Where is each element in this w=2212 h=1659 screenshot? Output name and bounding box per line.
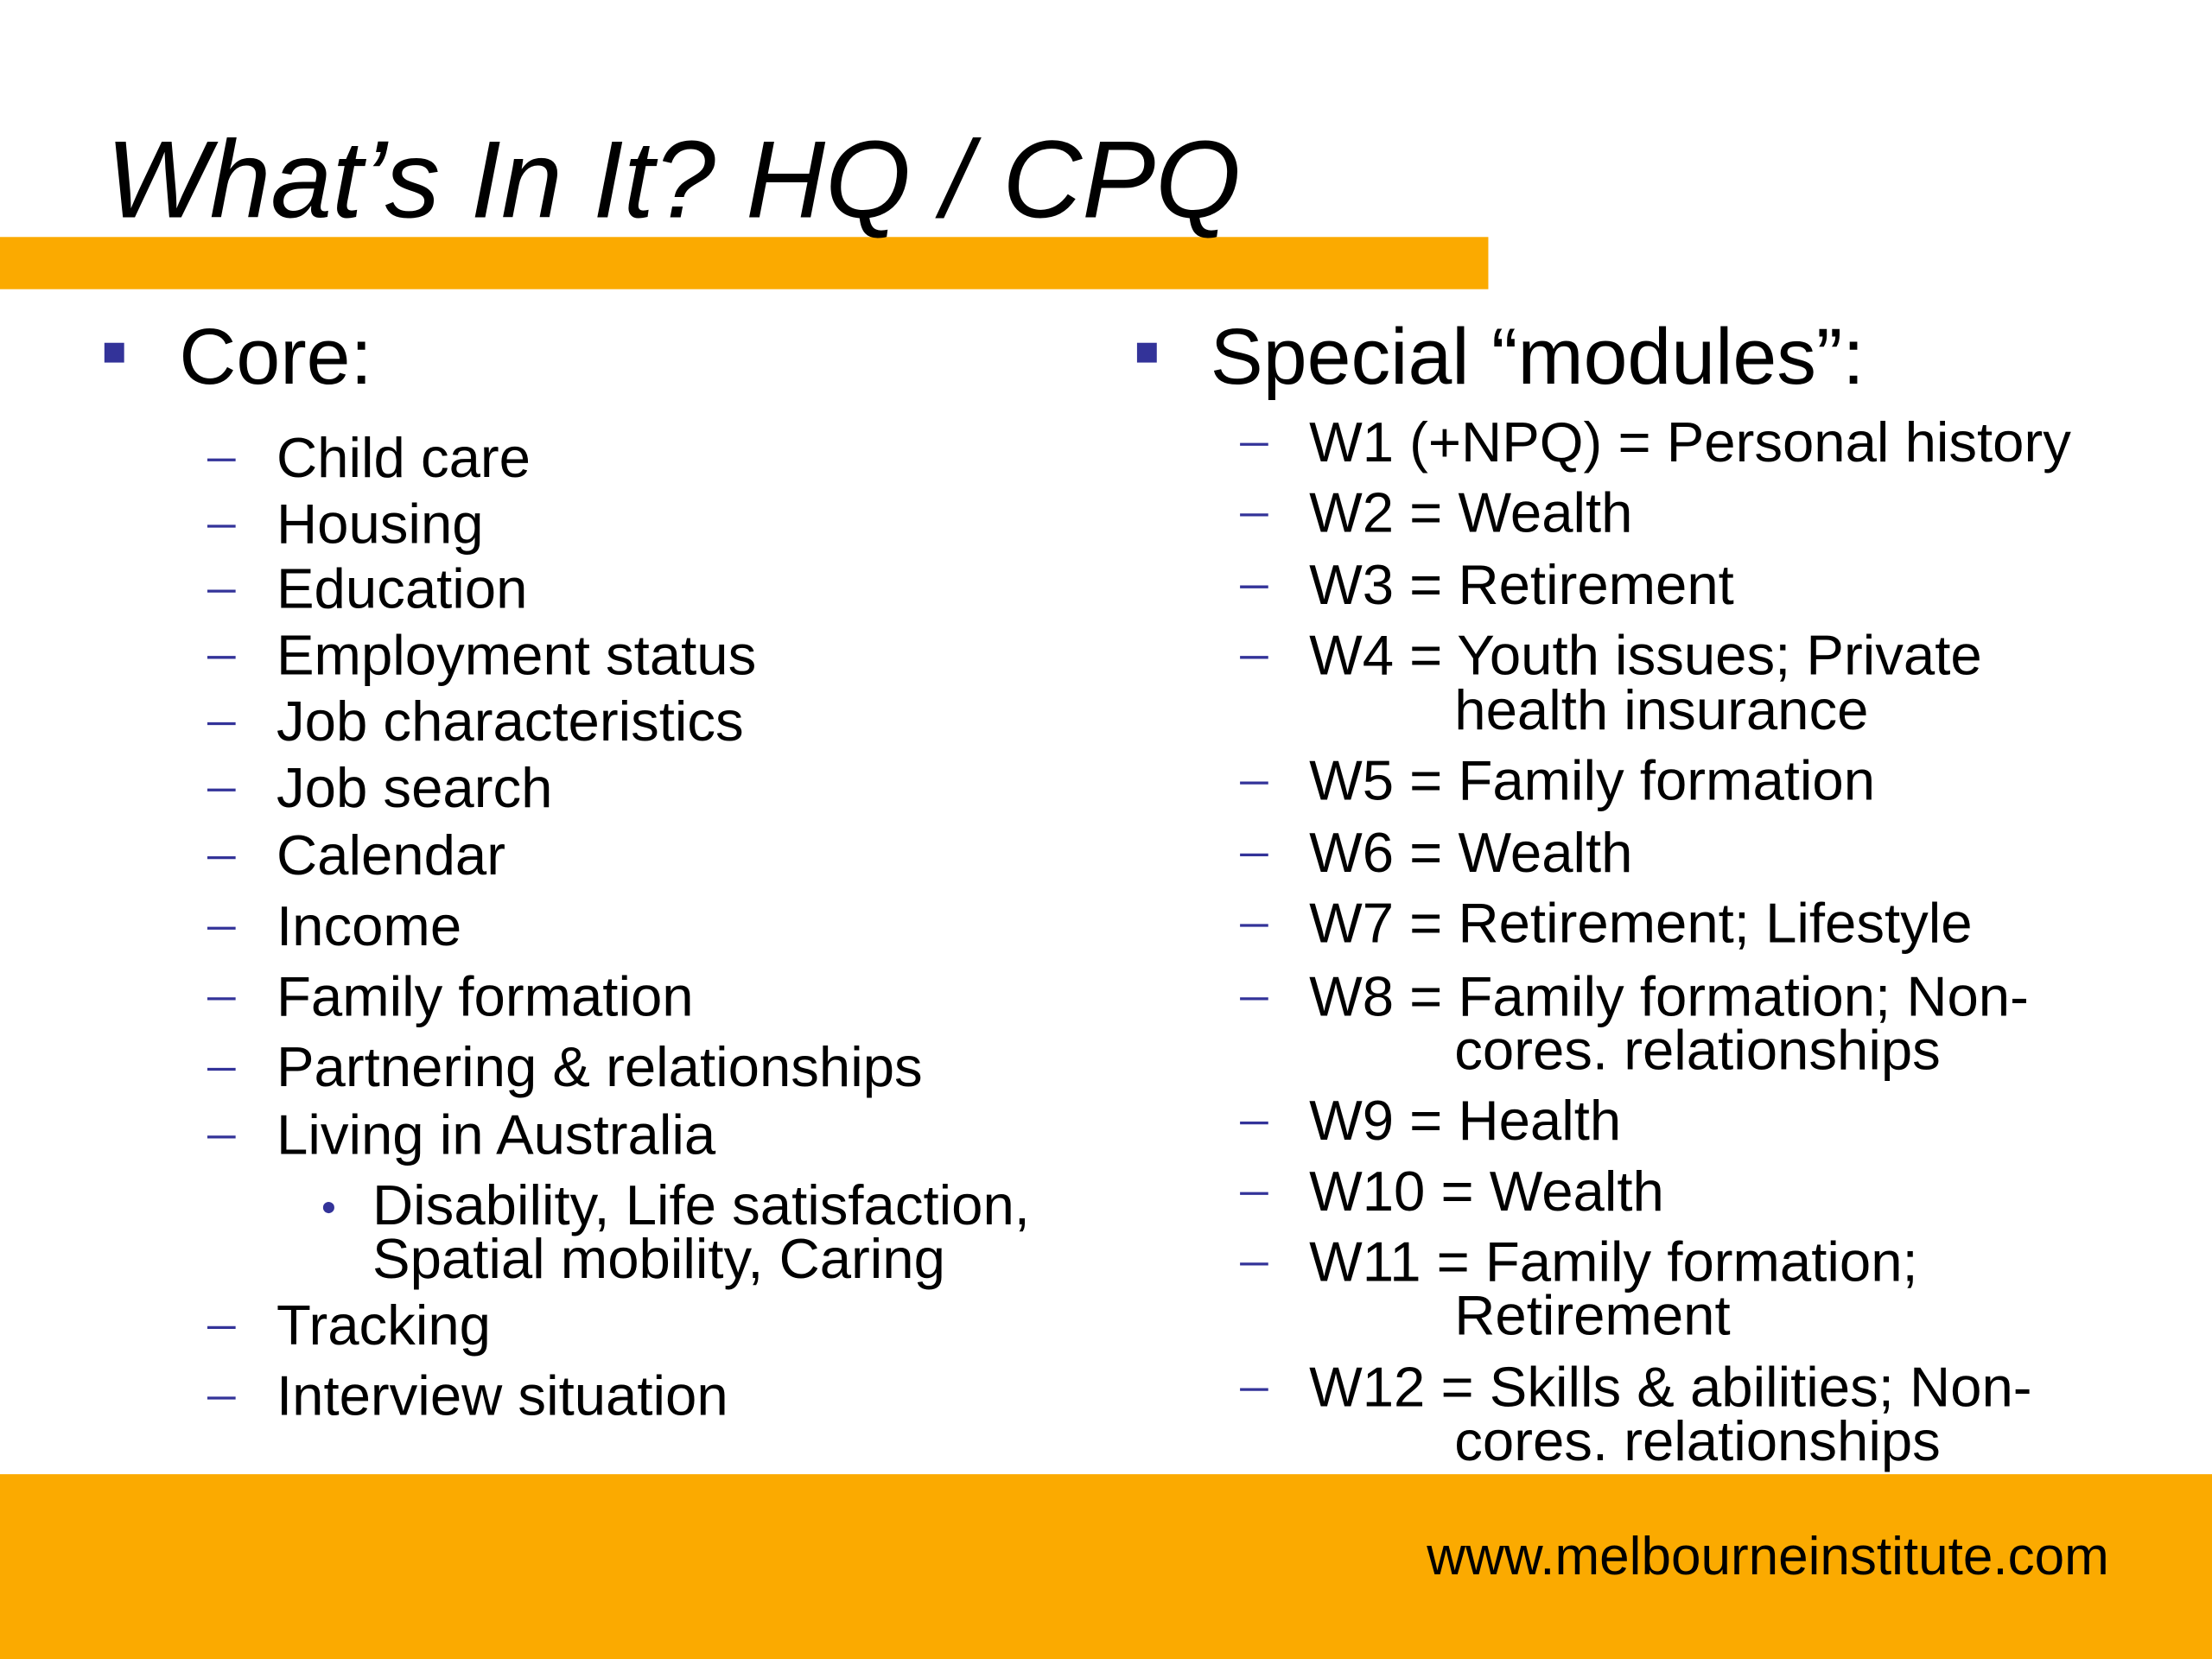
list-item: W12 = Skills & abilities; Non- (1309, 1356, 2031, 1419)
list-item: Income (276, 894, 461, 957)
list-item: Job search (276, 756, 552, 819)
list-item: W10 = Wealth (1309, 1160, 1664, 1223)
title-underline (0, 237, 1489, 289)
list-item: Housing (276, 493, 484, 556)
list-item: Partnering & relationships (276, 1035, 923, 1098)
list-item: Retirement (1454, 1283, 1730, 1346)
bullet (104, 342, 124, 363)
list-item: cores. relationships (1454, 1019, 1941, 1082)
footer-url: www.melbourneinstitute.com (1426, 1527, 2109, 1586)
bullet (1136, 342, 1157, 363)
sub-bullet (322, 1202, 334, 1214)
list-item: Employment status (276, 623, 756, 686)
list-item: W9 = Health (1309, 1089, 1621, 1152)
list-item: W5 = Family formation (1309, 749, 1875, 812)
list-item: Calendar (276, 823, 505, 887)
footer-band (0, 1474, 2212, 1659)
list-item: Living in Australia (276, 1103, 716, 1166)
list-item: W4 = Youth issues; Private (1309, 623, 1982, 686)
list-item: W1 (+NPQ) = Personal history (1309, 410, 2071, 474)
list-item: Interview situation (276, 1364, 728, 1427)
list-item: W8 = Family formation; Non- (1309, 965, 2029, 1028)
list-item: W6 = Wealth (1309, 821, 1632, 884)
slide-title: What’s In It? HQ / CPQ (105, 118, 1241, 240)
list-item: health insurance (1454, 678, 1868, 741)
list-item: W11 = Family formation; (1309, 1230, 1918, 1293)
list-item: Child care (276, 426, 531, 489)
list-item: W2 = Wealth (1309, 481, 1632, 544)
list-item: Education (276, 557, 527, 620)
sub-item: Disability, Life satisfaction, (372, 1173, 1030, 1236)
column-heading: Core: (179, 313, 372, 401)
list-item: W3 = Retirement (1309, 553, 1734, 616)
list-item: W7 = Retirement; Lifestyle (1309, 892, 1973, 955)
list-item: Job characteristics (276, 690, 744, 753)
sub-item: Spatial mobility, Caring (372, 1227, 945, 1290)
list-item: Family formation (276, 965, 694, 1028)
column-heading: Special “modules”: (1211, 313, 1865, 401)
list-item: cores. relationships (1454, 1409, 1941, 1472)
list-item: Tracking (276, 1294, 491, 1357)
